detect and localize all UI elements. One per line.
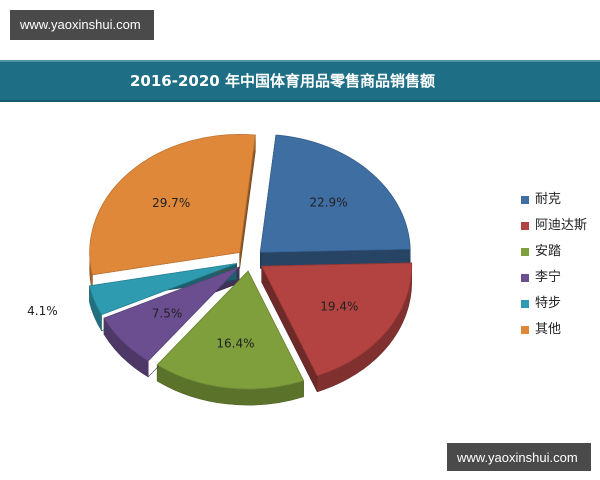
legend-label-5: 特步 bbox=[535, 296, 562, 311]
legend-item-3: 安踏 bbox=[521, 242, 600, 262]
pie-slice-2 bbox=[261, 262, 413, 377]
legend-item-5: 特步 bbox=[521, 294, 600, 314]
pie-slice-rim-3 bbox=[157, 364, 304, 406]
pie-data-label-4: 7.5% bbox=[152, 306, 183, 320]
legend-label-6: 其他 bbox=[535, 322, 562, 337]
legend-swatch-4 bbox=[521, 274, 529, 282]
pie-data-label-2: 19.4% bbox=[320, 299, 358, 313]
legend-label-1: 耐克 bbox=[535, 192, 562, 207]
legend-swatch-5 bbox=[521, 300, 529, 308]
legend-item-1: 耐克 bbox=[521, 190, 600, 210]
legend-swatch-1 bbox=[521, 196, 529, 204]
legend-swatch-2 bbox=[521, 222, 529, 230]
chart-title: 2016-2020 年中国体育用品零售商品销售额 bbox=[130, 72, 435, 90]
legend-swatch-6 bbox=[521, 326, 529, 334]
pie-slice-6 bbox=[89, 134, 256, 276]
legend-label-4: 李宁 bbox=[535, 270, 562, 285]
pie-data-label-1: 22.9% bbox=[309, 196, 347, 210]
legend-label-3: 安踏 bbox=[535, 244, 562, 259]
pie-slice-4 bbox=[103, 266, 240, 362]
pie-data-label-3: 16.4% bbox=[216, 337, 254, 351]
legend-item-6: 其他 bbox=[521, 320, 600, 340]
pie-slice-5 bbox=[88, 263, 237, 316]
pie-chart: 22.9% 19.4% 16.4% 7.5% 4.1% 29.7% bbox=[27, 134, 413, 406]
pie-slice-rim-5 bbox=[89, 285, 102, 331]
legend-swatch-3 bbox=[521, 248, 529, 256]
pie-slice-1 bbox=[259, 134, 411, 253]
pie-tops bbox=[88, 134, 413, 390]
pie-slice-3 bbox=[156, 270, 305, 390]
pie-data-label-6: 29.7% bbox=[152, 196, 190, 210]
legend-item-4: 李宁 bbox=[521, 268, 600, 288]
legend-item-2: 阿迪达斯 bbox=[521, 216, 600, 236]
watermark-top: www.yaoxinshui.com bbox=[10, 10, 154, 40]
pie-slice-rim-2 bbox=[317, 262, 412, 392]
chart-title-bar: 2016-2020 年中国体育用品零售商品销售额 bbox=[0, 60, 600, 102]
watermark-bottom: www.yaoxinshui.com bbox=[447, 443, 591, 471]
pie-data-label-5: 4.1% bbox=[27, 304, 58, 318]
legend-label-2: 阿迪达斯 bbox=[535, 218, 588, 233]
pie-slice-rim-4 bbox=[103, 318, 149, 377]
